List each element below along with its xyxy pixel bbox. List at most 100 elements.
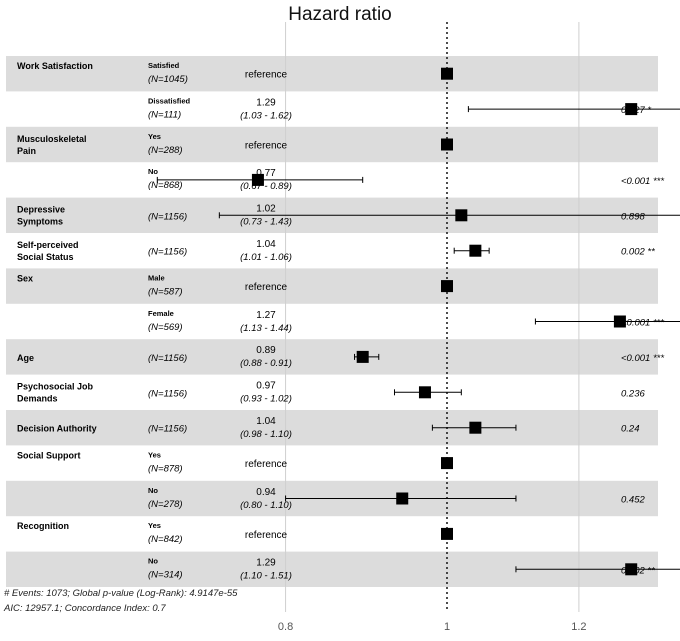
hr-marker (613, 315, 626, 328)
reference-label: reference (245, 282, 288, 293)
hr-value: 0.94 (256, 487, 276, 498)
p-value: 0.898 (621, 211, 645, 222)
reference-label: reference (245, 70, 288, 81)
variable-label: Depressive Symptoms (17, 205, 65, 227)
p-value: 0.236 (621, 388, 645, 399)
variable-label: Work Satisfaction (17, 61, 93, 71)
ci-text: (0.88 - 0.91) (240, 358, 292, 369)
hr-value: 0.89 (256, 345, 276, 356)
p-value: <0.001 *** (621, 318, 664, 329)
ci-text: (1.10 - 1.51) (240, 571, 292, 582)
x-tick-label: 1 (444, 621, 450, 633)
level-label: Dissatisfied (148, 96, 191, 105)
n-label: (N=1156) (148, 247, 187, 258)
hr-marker (455, 209, 468, 222)
level-label: Yes (148, 450, 161, 459)
variable-label-line: Depressive (17, 205, 65, 215)
variable-label: Age (17, 353, 34, 363)
hr-value: 0.97 (256, 381, 276, 392)
hr-marker (251, 173, 264, 186)
p-value: 0.027 * (621, 105, 651, 116)
variable-label-line: Psychosocial Job (17, 382, 94, 392)
hr-value: 1.02 (256, 204, 276, 215)
p-value: <0.001 *** (621, 353, 664, 364)
hr-marker (469, 244, 482, 257)
ci-text: (0.93 - 1.02) (240, 394, 292, 405)
variable-label: Social Support (17, 450, 81, 460)
row-bands (6, 56, 658, 587)
reference-label: reference (245, 141, 288, 152)
p-value: 0.24 (621, 424, 640, 435)
level-label: No (148, 486, 158, 495)
model-footer: # Events: 1073; Global p-value (Log-Rank… (4, 586, 237, 616)
p-value: <0.001 *** (621, 176, 664, 187)
level-label: Yes (148, 521, 161, 530)
x-tick-label: 0.8 (278, 621, 293, 633)
hr-value: 1.04 (256, 239, 276, 250)
hr-value: 1.29 (256, 97, 276, 108)
n-label: (N=1156) (148, 353, 187, 364)
p-value: 0.452 (621, 495, 645, 506)
hr-marker (441, 457, 453, 470)
hr-marker (441, 138, 453, 151)
hr-value: 1.29 (256, 558, 276, 569)
ci-text: (1.01 - 1.06) (240, 252, 292, 263)
ci-text: (0.67 - 0.89) (240, 181, 292, 192)
row-band (6, 268, 658, 304)
variable-label: Sex (17, 273, 33, 283)
level-label: No (148, 557, 158, 566)
hr-marker (441, 527, 453, 540)
n-label: (N=842) (148, 534, 183, 545)
hr-marker (469, 421, 482, 434)
hr-marker (441, 67, 453, 80)
n-label: (N=587) (148, 286, 183, 297)
hr-value: 1.04 (256, 416, 276, 427)
variable-label: Psychosocial Job Demands (17, 382, 94, 404)
footer-events: # Events: 1073; Global p-value (Log-Rank… (4, 588, 238, 599)
level-label: Satisfied (148, 61, 180, 70)
n-label: (N=569) (148, 322, 183, 333)
hr-marker (418, 386, 431, 399)
row-band (6, 410, 658, 446)
x-tick-label: 1.2 (571, 621, 586, 633)
row-band (6, 126, 658, 163)
hr-marker (396, 492, 409, 505)
hr-value: 0.77 (256, 168, 276, 179)
chart-title: Hazard ratio (288, 4, 392, 25)
p-value: 0.002 ** (621, 565, 655, 576)
row-band (6, 339, 658, 375)
n-label: (N=1156) (148, 388, 187, 399)
footer-aic: AIC: 12957.1; Concordance Index: 0.7 (4, 603, 166, 614)
n-label: (N=288) (148, 145, 183, 156)
n-label: (N=868) (148, 180, 183, 191)
ci-text: (0.80 - 1.10) (240, 500, 292, 511)
row-band (6, 56, 658, 92)
n-label: (N=111) (148, 109, 181, 120)
row-labels: Work Satisfaction Satisfied (N=1045) refere… (17, 61, 664, 582)
n-label: (N=314) (148, 570, 183, 581)
ci-text: (1.13 - 1.44) (240, 323, 292, 334)
level-label: Male (148, 273, 165, 282)
grid-lines (285, 22, 580, 612)
hr-marker (625, 563, 638, 576)
hr-marker (625, 103, 638, 116)
hr-marker (356, 350, 369, 363)
x-axis-ticks: 0.811.21.41.6 (278, 621, 587, 633)
ci-text: (0.73 - 1.43) (240, 217, 292, 228)
variable-label: Recognition (17, 521, 69, 531)
n-label: (N=1156) (148, 211, 187, 222)
variable-label-line: Self-perceived (17, 240, 79, 250)
n-label: (N=878) (148, 463, 183, 474)
n-label: (N=1156) (148, 424, 187, 435)
ci-text: (0.98 - 1.10) (240, 429, 292, 440)
data-marks (156, 67, 680, 576)
hr-marker (441, 280, 453, 293)
reference-label: reference (245, 530, 288, 541)
variable-label: Decision Authority (17, 424, 97, 434)
variable-label-line: Musculoskeletal (17, 134, 87, 144)
variable-label: Self-perceived Social Status (17, 240, 79, 262)
variable-label-line: Symptoms (17, 217, 63, 227)
variable-label-line: Social Status (17, 252, 74, 262)
n-label: (N=1045) (148, 74, 188, 85)
level-label: Yes (148, 132, 161, 141)
